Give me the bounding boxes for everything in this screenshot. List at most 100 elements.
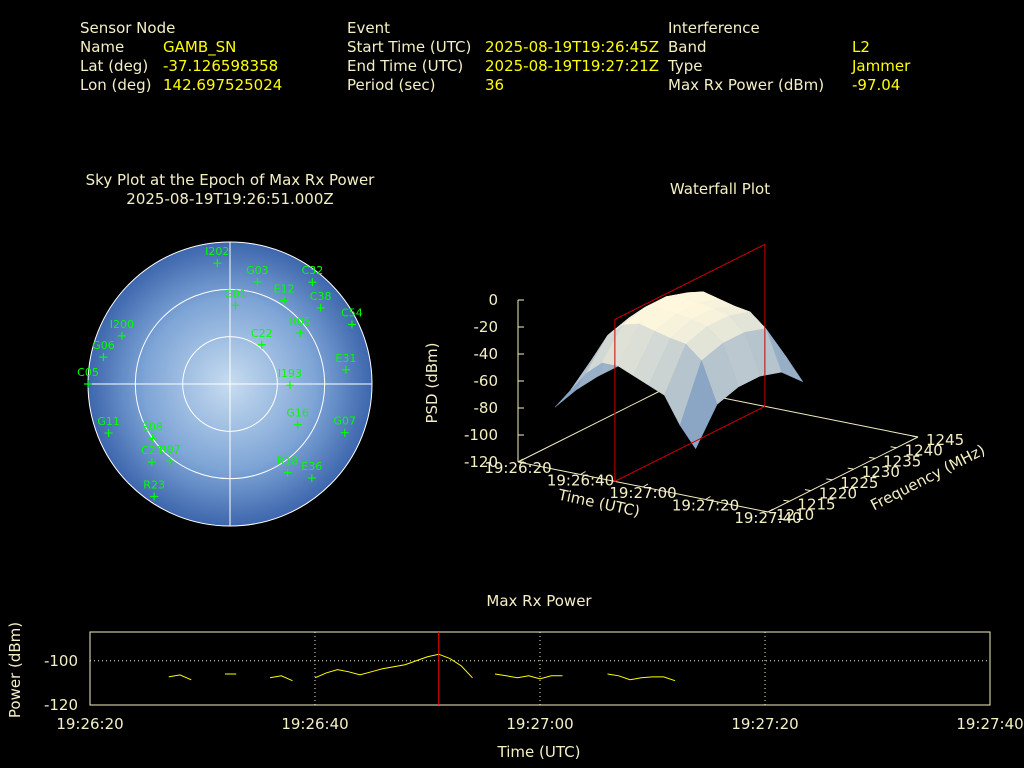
field-value: L2	[852, 38, 870, 56]
satellite-point	[316, 303, 325, 312]
z-tick-label: -120	[464, 453, 498, 471]
z-tick-label: -80	[474, 399, 499, 417]
field-label: Name	[80, 38, 124, 56]
field-label: End Time (UTC)	[347, 57, 463, 75]
satellite-point	[285, 381, 294, 390]
satellite-point	[280, 296, 289, 305]
x-tick-label: 19:26:40	[547, 472, 614, 490]
satellite-label: I193	[278, 367, 302, 380]
satellite-label: G07	[333, 415, 356, 428]
satellite-point	[213, 259, 222, 268]
satellite-point	[283, 468, 292, 477]
y-tick-label: 1245	[926, 431, 964, 449]
satellite-point	[341, 365, 350, 374]
satellite-label: I202	[205, 245, 229, 258]
x-tick	[580, 471, 586, 475]
surface-cell	[679, 359, 718, 450]
satellite-point	[84, 380, 92, 388]
field-value: Jammer	[851, 57, 911, 75]
y-tick-label: 1220	[819, 485, 857, 503]
y-tick-label: -120	[44, 696, 78, 714]
satellite-point	[293, 420, 302, 429]
field-label: Lon (deg)	[80, 76, 152, 94]
x-tick-label: 19:26:20	[484, 459, 551, 477]
satellite-label: G03	[246, 264, 269, 277]
z-tick-label: 0	[488, 291, 498, 309]
satellite-label: C54	[341, 307, 363, 320]
x-tick	[705, 496, 711, 500]
x-axis-label: Time (UTC)	[497, 743, 581, 761]
chart-subtitle: 2025-08-19T19:26:51.000Z	[126, 190, 333, 208]
epoch-plane	[614, 243, 766, 483]
x-tick	[642, 483, 649, 488]
section-title: Sensor Node	[80, 19, 175, 37]
satellite-label: R05	[289, 315, 311, 328]
satellite-label: C05	[77, 366, 99, 379]
x-tick	[767, 508, 774, 513]
chart-title: Waterfall Plot	[670, 180, 770, 198]
satellite-label: R18	[277, 455, 299, 468]
satellite-point	[150, 492, 159, 501]
field-value: GAMB_SN	[163, 38, 236, 57]
satellite-point	[147, 458, 156, 467]
z-tick-label: -100	[464, 426, 498, 444]
x-tick-label: 19:26:20	[56, 715, 123, 733]
x-tick-label: 19:27:00	[506, 715, 573, 733]
field-label: Type	[667, 57, 702, 75]
satellite-label: C23	[141, 444, 163, 457]
x-tick-label: 19:27:40	[956, 715, 1023, 733]
satellite-point	[340, 428, 349, 437]
y-tick	[869, 456, 876, 459]
satellite-label: G06	[92, 339, 115, 352]
satellite-label: E31	[335, 352, 356, 365]
y-tick-label: 1210	[776, 506, 814, 524]
z-tick-label: -20	[474, 318, 499, 336]
chart-title: Max Rx Power	[486, 592, 592, 610]
y-tick	[761, 510, 769, 513]
field-label: Start Time (UTC)	[347, 38, 471, 56]
satellite-point	[307, 474, 316, 483]
satellite-point	[104, 429, 113, 438]
satellite-label: E36	[301, 460, 322, 473]
satellite-point	[165, 457, 174, 466]
field-value: -37.126598358	[163, 57, 278, 75]
y-tick	[826, 478, 833, 481]
x-tick-label: 19:27:20	[672, 497, 739, 515]
y-tick	[911, 435, 919, 438]
y-tick	[890, 446, 897, 449]
y-tick-label: -100	[44, 652, 78, 670]
satellite-label: R07	[159, 443, 181, 456]
satellite-label: C38	[310, 290, 332, 303]
section-title: Event	[347, 19, 390, 37]
y-tick	[804, 489, 811, 492]
field-value: 36	[485, 76, 504, 94]
y-tick	[783, 499, 790, 502]
z-tick-label: -60	[474, 372, 499, 390]
field-label: Max Rx Power (dBm)	[668, 76, 824, 94]
section-title: Interference	[668, 19, 760, 37]
y-tick-label: 1240	[905, 442, 943, 460]
field-value: 2025-08-19T19:26:45Z	[485, 38, 659, 56]
satellite-label: G16	[286, 407, 309, 420]
satellite-label: E12	[274, 283, 295, 296]
satellite-label: R23	[143, 478, 165, 491]
field-value: 142.697525024	[163, 76, 282, 94]
y-tick-label: 1235	[883, 452, 921, 470]
x-tick-label: 19:27:20	[731, 715, 798, 733]
y-tick	[847, 467, 854, 470]
y-tick-label: 1215	[797, 495, 835, 513]
z-axis-label: PSD (dBm)	[423, 342, 441, 423]
field-value: 2025-08-19T19:27:21Z	[485, 57, 659, 75]
field-value: -97.04	[852, 76, 900, 94]
satellite-point	[296, 328, 305, 337]
field-label: Band	[668, 38, 707, 56]
satellite-point	[253, 277, 262, 286]
satellite-label: C22	[251, 327, 273, 340]
satellite-label: E08	[142, 420, 163, 433]
x-tick	[517, 458, 524, 463]
satellite-point	[148, 434, 157, 443]
freq-axis	[767, 436, 919, 513]
x-tick-label: 19:27:00	[609, 484, 676, 502]
x-tick-label: 19:27:40	[734, 509, 801, 527]
